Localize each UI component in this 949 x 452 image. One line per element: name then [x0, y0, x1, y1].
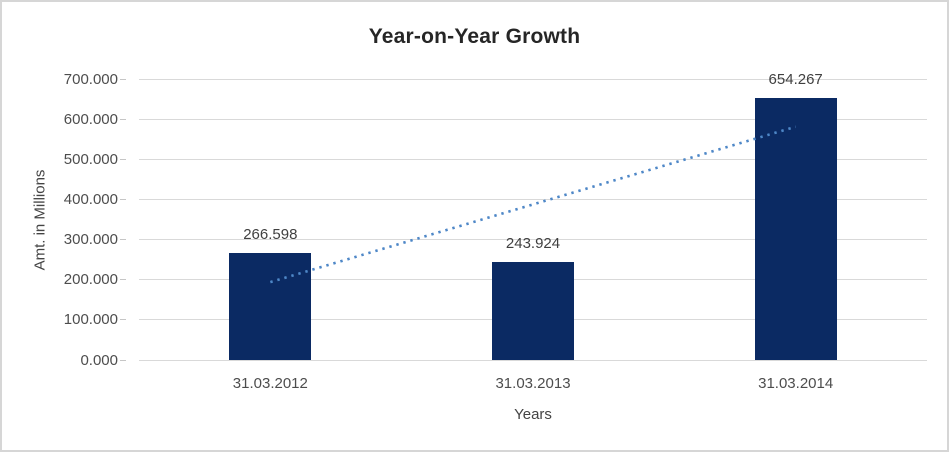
bar-value-label: 243.924	[505, 235, 561, 253]
bar	[754, 97, 837, 360]
y-axis-tick	[120, 239, 126, 241]
y-axis-tick	[120, 199, 126, 201]
y-axis-tick	[120, 79, 126, 80]
y-tick-label: 100.000	[63, 311, 118, 329]
x-tick-label: 31.03.2012	[232, 375, 308, 392]
x-axis-title: Years	[514, 406, 552, 423]
bar-value-label: 266.598	[243, 226, 298, 244]
y-tick-label: 200.000	[63, 271, 118, 289]
bar-value-label: 654.267	[768, 70, 823, 88]
gridline	[139, 359, 927, 361]
x-tick-label: 31.03.2013	[495, 375, 571, 392]
y-axis-title: Amt. in Millions	[31, 169, 49, 271]
y-axis-tick	[120, 279, 126, 281]
chart-title: Year-on-Year Growth	[368, 25, 581, 48]
y-tick-label: 0.000	[80, 351, 118, 369]
y-axis-tick	[120, 119, 126, 121]
y-axis-tick	[120, 159, 126, 161]
bar	[229, 253, 312, 360]
bar	[492, 262, 574, 360]
y-axis-tick	[120, 359, 126, 361]
y-tick-label: 500.000	[63, 151, 118, 169]
y-tick-label: 600.000	[63, 111, 118, 129]
y-tick-label: 700.000	[63, 71, 118, 88]
y-tick-label: 300.000	[63, 231, 118, 249]
y-axis-tick	[120, 319, 126, 321]
gridline	[139, 119, 927, 121]
gridline	[139, 79, 927, 80]
y-tick-label: 400.000	[63, 191, 118, 209]
x-tick-label: 31.03.2014	[758, 375, 834, 392]
